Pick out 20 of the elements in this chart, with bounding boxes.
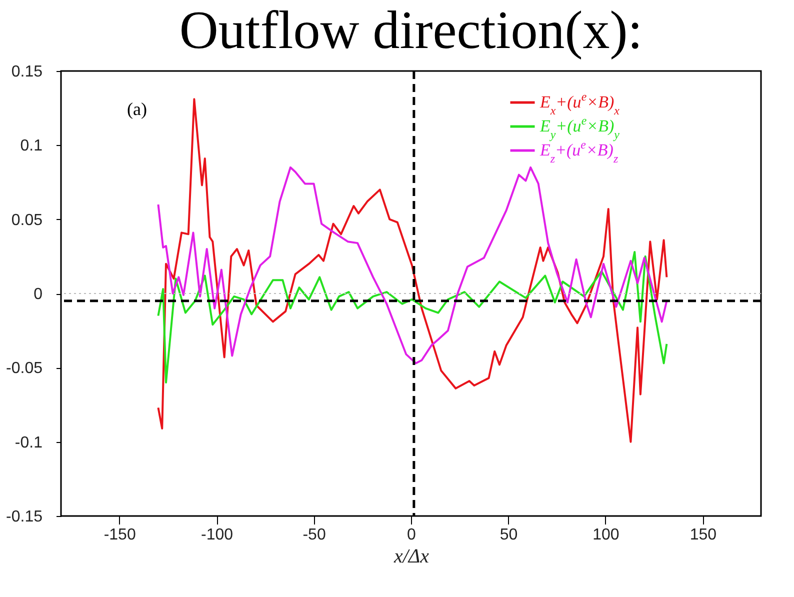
legend-label: E$_{x}$+(u$^{e}$×B)$_{x}$ <box>539 90 620 118</box>
chart-title: Outflow direction(x): <box>179 0 643 60</box>
x-tick-label: 0 <box>407 526 416 544</box>
y-tick-label: 0.05 <box>11 212 43 229</box>
x-tick-label: 50 <box>500 526 518 544</box>
x-tick-label: -100 <box>201 526 234 544</box>
x-tick-label: -150 <box>104 526 136 544</box>
y-tick-label: -0.15 <box>6 508 43 526</box>
y-tick-label: -0.1 <box>14 434 43 452</box>
line-series <box>157 166 668 364</box>
x-tick-label: 100 <box>592 526 620 544</box>
y-tick-label: 0.15 <box>11 64 43 80</box>
y-tick-label: 0.1 <box>20 138 43 155</box>
annotation: (a) <box>127 99 147 119</box>
x-tick-label: 150 <box>690 526 717 544</box>
x-tick-label: -50 <box>302 526 326 544</box>
x-axis-title: x/Δx <box>392 546 430 568</box>
y-tick-label: 0 <box>34 286 43 303</box>
line-series <box>157 250 668 384</box>
y-tick-label: -0.05 <box>6 360 43 378</box>
